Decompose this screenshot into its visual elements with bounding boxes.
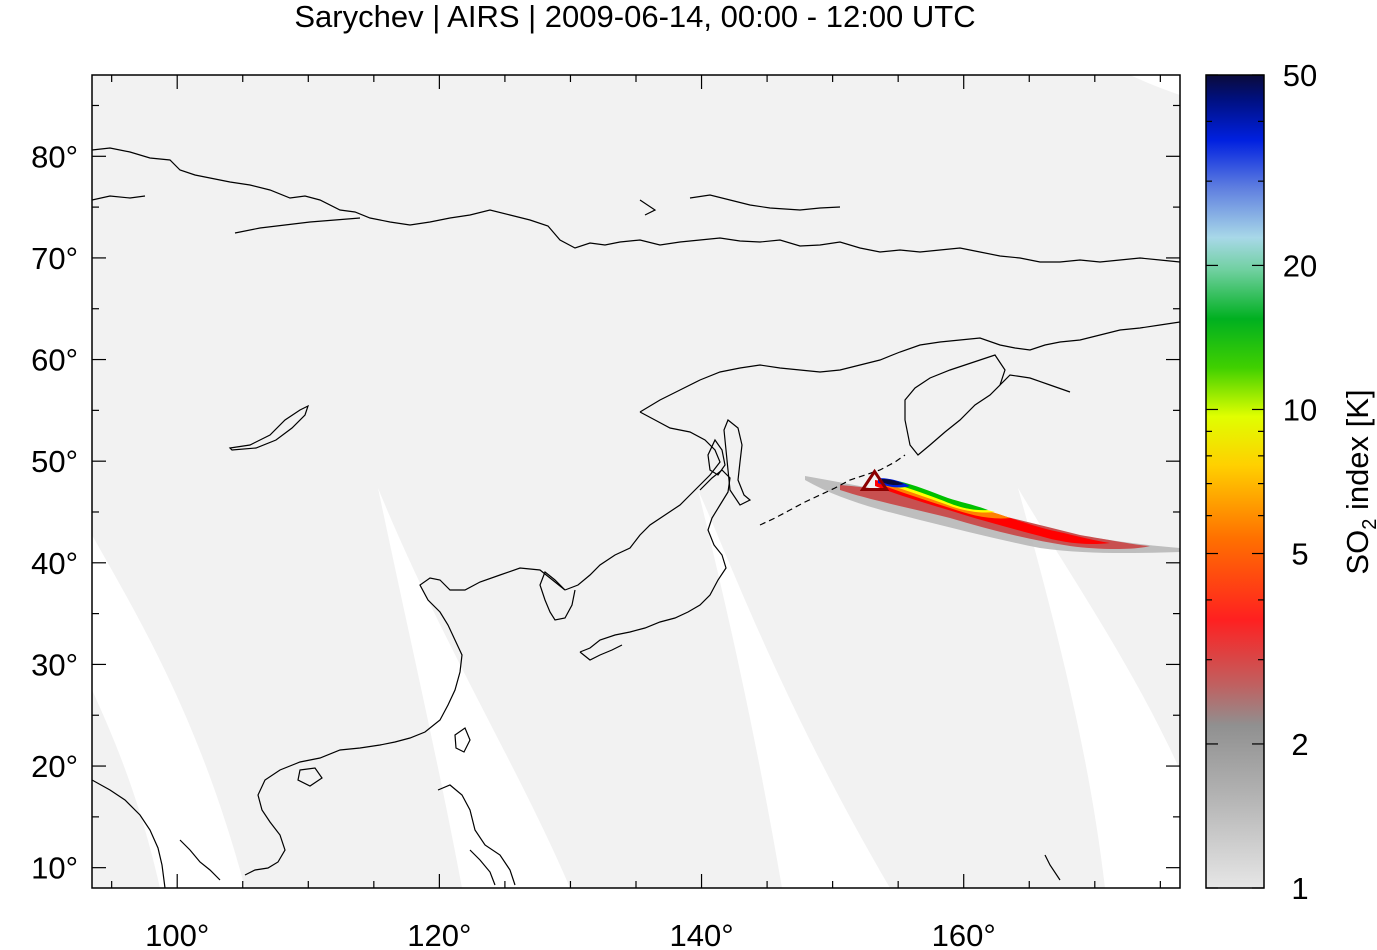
colorbar-tick-label: 50 [1283,58,1317,93]
colorbar-tick-label: 20 [1283,248,1317,283]
longitude-axis: 100° 120° 140° 160° [111,75,1161,950]
swath-gap [378,488,570,888]
lat-tick-label: 10° [31,851,78,886]
map-area [92,75,1180,888]
lon-tick-label: 140° [669,918,733,950]
latitude-axis: 10° 20° 30° 40° 50° 60° 70° 80° [31,104,1180,886]
colorbar-tick-label: 5 [1291,537,1308,572]
lon-tick-label: 100° [145,918,209,950]
swath-gap [92,535,245,888]
lat-tick-label: 20° [31,749,78,784]
colorbar-tick-label: 1 [1291,871,1308,906]
lat-tick-label: 50° [31,444,78,479]
swath-gap [1130,75,1180,95]
lon-tick-label: 160° [932,918,996,950]
swath-gap [1018,488,1180,888]
lon-tick-label: 120° [407,918,471,950]
so2-plume [805,476,1180,554]
lat-tick-label: 30° [31,647,78,682]
colorbar [1206,75,1264,888]
lat-tick-label: 60° [31,343,78,378]
swath-gap [698,490,890,888]
lat-tick-label: 70° [31,241,78,276]
colorbar-tick-label: 2 [1291,727,1308,762]
colorbar-axis: 1 2 5 10 20 50 [1206,58,1317,906]
lat-tick-label: 40° [31,546,78,581]
swath-gaps [92,75,1180,888]
colorbar-tick-label: 10 [1283,392,1317,427]
colorbar-label: SO2 index [K] [1340,389,1377,574]
coastlines [92,147,1180,888]
lat-tick-label: 80° [31,139,78,174]
map-title: Sarychev | AIRS | 2009-06-14, 00:00 - 12… [294,0,976,34]
swath-background [92,75,1180,888]
volcano-triangle-icon [859,468,890,491]
colorbar-frame [1205,74,1265,889]
